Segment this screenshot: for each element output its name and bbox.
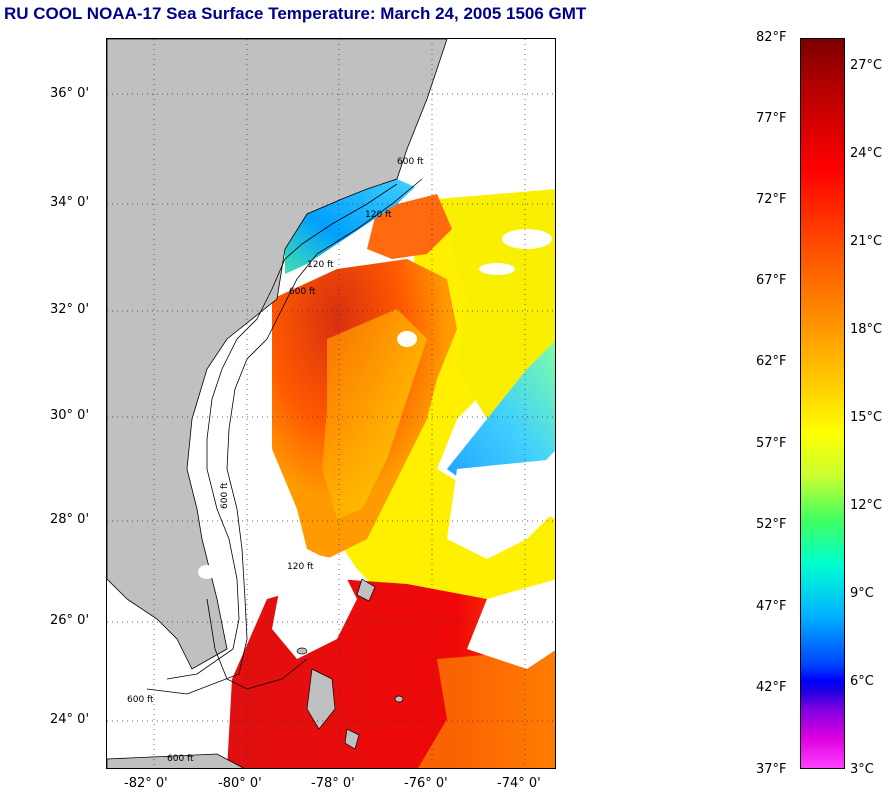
longitude-label: -80° 0': [218, 776, 262, 791]
longitude-label: -78° 0': [311, 776, 355, 791]
colorbar-c-label: 18°C: [850, 322, 883, 337]
gulf-stream-inner: [322, 309, 427, 519]
colorbar-f-label: 62°F: [756, 354, 787, 369]
cloud-mask: [272, 229, 555, 669]
longitude-label: -82° 0': [124, 776, 168, 791]
graticule: [107, 39, 555, 768]
latitude-label: 36° 0': [50, 86, 90, 101]
colorbar-f-label: 77°F: [756, 111, 787, 126]
colorbar-c-label: 21°C: [850, 234, 883, 249]
latitude-label: 24° 0': [50, 712, 90, 727]
lake-okeechobee: [198, 565, 216, 579]
gulf-stream-north: [367, 194, 452, 259]
colorbar-c-label: 9°C: [850, 586, 874, 601]
isobath-label: 600 ft: [167, 754, 194, 764]
cold-shelf-water: [285, 179, 415, 274]
sst-map: 120 ft 600 ft 120 ft 600 ft 120 ft 600 f…: [106, 38, 556, 769]
us-east-coast-land: [107, 39, 448, 670]
colorbar-f-label: 37°F: [756, 762, 787, 777]
colorbar-f-label: 47°F: [756, 599, 787, 614]
isobath-label: 600 ft: [220, 482, 230, 509]
longitude-label: -74° 0': [497, 776, 541, 791]
isobath-label: 120 ft: [307, 260, 334, 270]
bahamas-islands: [296, 578, 404, 750]
colorbar-c-label: 6°C: [850, 674, 874, 689]
cuba-land: [107, 753, 245, 768]
isobath-label: 600 ft: [289, 287, 316, 297]
temperature-colorbar: [800, 38, 845, 769]
sst-map-canvas: 120 ft 600 ft 120 ft 600 ft 120 ft 600 f…: [107, 39, 555, 768]
page-title: RU COOL NOAA-17 Sea Surface Temperature:…: [4, 4, 587, 23]
isobath-label: 600 ft: [397, 157, 424, 167]
colorbar-f-label: 67°F: [756, 273, 787, 288]
colorbar-f-label: 52°F: [756, 517, 787, 532]
latitude-label: 26° 0': [50, 613, 90, 628]
longitude-label: -76° 0': [404, 776, 448, 791]
colorbar-f-label: 57°F: [756, 436, 787, 451]
isobath-label: 120 ft: [365, 210, 392, 220]
southern-warm-blend: [418, 649, 555, 768]
isobath-label: 120 ft: [287, 562, 314, 572]
isobath-label: 600 ft: [127, 695, 154, 705]
colorbar-f-label: 42°F: [756, 680, 787, 695]
colorbar-c-label: 24°C: [850, 146, 883, 161]
cold-tongue-east: [447, 341, 555, 489]
colorbar-c-label: 12°C: [850, 498, 883, 513]
colorbar-c-label: 27°C: [850, 58, 883, 73]
isobath-contours: [146, 178, 423, 695]
latitude-label: 28° 0': [50, 512, 90, 527]
colorbar-f-label: 82°F: [756, 30, 787, 45]
latitude-label: 30° 0': [50, 408, 90, 423]
latitude-label: 34° 0': [50, 195, 90, 210]
colorbar-c-label: 3°C: [850, 762, 874, 777]
colorbar-f-label: 72°F: [756, 192, 787, 207]
colorbar-c-label: 15°C: [850, 410, 883, 425]
latitude-label: 32° 0': [50, 302, 90, 317]
